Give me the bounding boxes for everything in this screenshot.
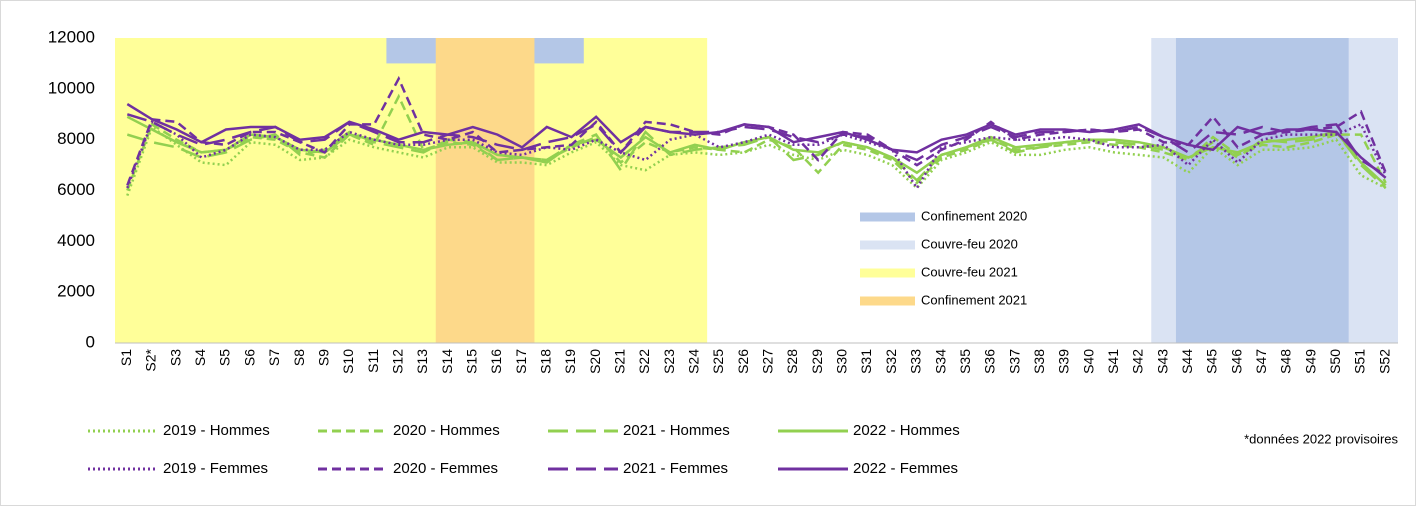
- y-tick-label: 8000: [57, 129, 95, 148]
- band-legend-label: Couvre-feu 2021: [921, 264, 1018, 279]
- x-tick-label: S17: [513, 349, 529, 374]
- x-tick-label: S15: [463, 349, 479, 374]
- legend-label: 2021 - Femmes: [623, 460, 728, 477]
- x-tick-label: S39: [1056, 349, 1072, 374]
- x-tick-label: S45: [1204, 349, 1220, 374]
- x-tick-label: S20: [587, 349, 603, 374]
- x-tick-label: S35: [957, 349, 973, 374]
- x-tick-label: S49: [1302, 349, 1318, 374]
- legend-label: 2020 - Femmes: [393, 460, 498, 477]
- x-tick-label: S40: [1080, 349, 1096, 374]
- x-tick-label: S31: [858, 349, 874, 374]
- x-tick-label: S29: [809, 349, 825, 374]
- x-tick-label: S34: [932, 349, 948, 374]
- series-line: [126, 125, 1387, 197]
- x-tick-label: S12: [389, 349, 405, 374]
- x-tick-label: S6: [241, 349, 257, 366]
- legend-label: 2020 - Hommes: [393, 422, 500, 439]
- band-legend-label: Couvre-feu 2020: [921, 236, 1018, 251]
- x-tick-label: S11: [365, 349, 381, 373]
- x-tick-label: S7: [266, 349, 282, 366]
- x-tick-label: S46: [1228, 349, 1244, 374]
- y-tick-label: 4000: [57, 231, 95, 250]
- x-tick-label: S48: [1278, 349, 1294, 374]
- series-line: [126, 93, 1387, 191]
- x-tick-label: S16: [488, 349, 504, 374]
- x-tick-label: S24: [686, 349, 702, 374]
- x-tick-label: S19: [562, 349, 578, 374]
- x-tick-label: S14: [439, 349, 455, 374]
- y-tick-label: 10000: [48, 78, 95, 97]
- x-tick-label: S32: [883, 349, 899, 374]
- x-tick-label: S42: [1130, 349, 1146, 374]
- band-legend-label: Confinement 2021: [921, 292, 1027, 307]
- annotation: *données 2022 provisoires: [1244, 431, 1398, 446]
- x-tick-label: S43: [1154, 349, 1170, 374]
- x-tick-label: S30: [834, 349, 850, 374]
- legend-label: 2022 - Hommes: [853, 422, 960, 439]
- legend-label: 2019 - Hommes: [163, 422, 270, 439]
- x-tick-label: S4: [192, 349, 208, 366]
- x-tick-label: S8: [291, 349, 307, 366]
- legend-label: 2021 - Hommes: [623, 422, 730, 439]
- x-tick-label: S10: [340, 349, 356, 374]
- x-tick-label: S47: [1253, 349, 1269, 374]
- legend-label: 2019 - Femmes: [163, 460, 268, 477]
- x-tick-label: S26: [735, 349, 751, 374]
- x-tick-label: S18: [537, 349, 553, 374]
- x-tick-label: S22: [636, 349, 652, 374]
- period-band: [1175, 38, 1349, 343]
- y-tick-label: 0: [86, 332, 95, 351]
- y-tick-label: 12000: [48, 27, 95, 46]
- y-tick-label: 6000: [57, 180, 95, 199]
- x-tick-label: S9: [315, 349, 331, 366]
- x-tick-label: S13: [414, 349, 430, 374]
- band-legend-label: Confinement 2020: [921, 208, 1027, 223]
- legend-label: 2022 - Femmes: [853, 460, 958, 477]
- x-tick-label: S25: [710, 349, 726, 374]
- x-tick-label: S50: [1327, 349, 1343, 374]
- x-tick-label: S44: [1179, 349, 1195, 374]
- x-tick-label: S21: [612, 349, 628, 374]
- x-tick-label: S3: [167, 349, 183, 366]
- x-tick-label: S28: [784, 349, 800, 374]
- x-tick-label: S33: [908, 349, 924, 374]
- x-tick-label: S52: [1376, 349, 1392, 374]
- x-tick-label: S51: [1352, 349, 1368, 374]
- period-band: [435, 38, 535, 343]
- series-line: [126, 120, 1387, 191]
- x-tick-label: S2*: [143, 348, 159, 371]
- x-tick-label: S36: [982, 349, 998, 374]
- series-line: [126, 103, 1387, 179]
- x-tick-label: S1: [118, 349, 134, 366]
- x-tick-label: S41: [1105, 349, 1121, 374]
- x-tick-label: S38: [1031, 349, 1047, 374]
- y-tick-label: 2000: [57, 282, 95, 301]
- x-tick-label: S37: [1006, 349, 1022, 374]
- x-tick-label: S23: [661, 349, 677, 374]
- period-band: [115, 38, 708, 343]
- x-tick-label: S5: [217, 349, 233, 366]
- x-tick-label: S27: [760, 349, 776, 374]
